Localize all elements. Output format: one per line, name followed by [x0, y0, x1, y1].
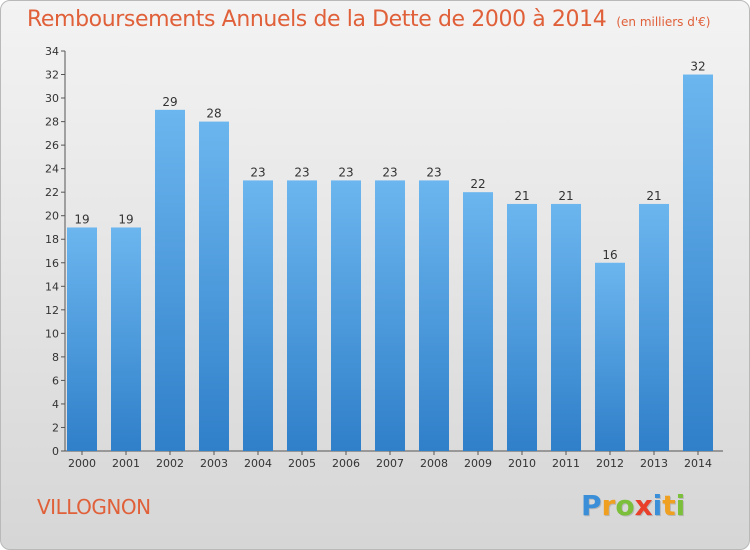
logo-letter: r: [601, 489, 616, 522]
bar-value-label: 23: [294, 165, 309, 179]
x-tick-label: 2001: [112, 457, 140, 470]
bar-value-label: 23: [426, 165, 441, 179]
y-tick-label: 22: [45, 186, 59, 199]
y-tick-label: 0: [52, 445, 59, 458]
x-tick-label: 2002: [156, 457, 184, 470]
y-tick-label: 14: [45, 280, 59, 293]
y-tick-label: 6: [52, 374, 59, 387]
bar: [331, 180, 361, 452]
y-tick-label: 8: [52, 351, 59, 364]
chart-title-text: Remboursements Annuels de la Dette de 20…: [27, 7, 607, 32]
x-tick-label: 2007: [376, 457, 404, 470]
bar-value-label: 16: [602, 248, 617, 262]
bar-value-label: 32: [690, 60, 705, 74]
chart-title: Remboursements Annuels de la Dette de 20…: [27, 7, 710, 32]
bar: [67, 227, 97, 451]
x-tick-label: 2008: [420, 457, 448, 470]
bar-value-label: 23: [250, 165, 265, 179]
x-tick-label: 2003: [200, 457, 228, 470]
y-tick-label: 24: [45, 163, 59, 176]
bar: [683, 74, 713, 451]
y-tick-label: 28: [45, 116, 59, 129]
x-tick-label: 2005: [288, 457, 316, 470]
x-tick-label: 2013: [640, 457, 668, 470]
bar: [155, 109, 185, 451]
bar: [419, 180, 449, 452]
commune-name: VILLOGNON: [37, 495, 151, 519]
bar: [243, 180, 273, 452]
bar-value-label: 19: [74, 212, 89, 226]
x-tick-label: 2009: [464, 457, 492, 470]
x-tick-label: 2004: [244, 457, 272, 470]
bar: [507, 203, 537, 451]
proxiti-logo: Proxiti: [581, 489, 685, 522]
logo-letter: t: [662, 489, 676, 522]
x-tick-label: 2006: [332, 457, 360, 470]
logo-letter: x: [634, 489, 653, 522]
bar-value-label: 22: [470, 177, 485, 191]
y-tick-label: 12: [45, 304, 59, 317]
x-tick-label: 2010: [508, 457, 536, 470]
y-tick-label: 32: [45, 69, 59, 82]
y-tick-label: 18: [45, 233, 59, 246]
bar-value-label: 23: [338, 165, 353, 179]
y-tick-label: 2: [52, 421, 59, 434]
chart-subtitle: (en milliers d'€): [616, 15, 711, 29]
bar: [375, 180, 405, 452]
bar-value-label: 29: [162, 95, 177, 109]
bar-value-label: 21: [558, 189, 573, 203]
bar: [595, 262, 625, 451]
bar: [551, 203, 581, 451]
logo-letter: P: [581, 489, 602, 522]
bar: [199, 121, 229, 452]
x-tick-label: 2011: [552, 457, 580, 470]
bar-value-label: 21: [514, 189, 529, 203]
logo-letter: i: [652, 489, 663, 522]
x-tick-label: 2000: [68, 457, 96, 470]
y-tick-label: 34: [45, 45, 59, 58]
bar-value-label: 21: [646, 189, 661, 203]
bar: [639, 203, 669, 451]
y-tick-label: 4: [52, 398, 59, 411]
logo-letter: i: [675, 489, 686, 522]
bar: [463, 192, 493, 452]
bar: [287, 180, 317, 452]
x-tick-label: 2014: [684, 457, 712, 470]
y-tick-label: 26: [45, 139, 59, 152]
y-tick-label: 10: [45, 327, 59, 340]
y-tick-label: 20: [45, 210, 59, 223]
bar-value-label: 23: [382, 165, 397, 179]
y-tick-label: 16: [45, 257, 59, 270]
logo-letter: o: [615, 489, 635, 522]
y-tick-label: 30: [45, 92, 59, 105]
x-tick-label: 2012: [596, 457, 624, 470]
bar: [111, 227, 141, 451]
bar-value-label: 28: [206, 107, 221, 121]
bar-value-label: 19: [118, 212, 133, 226]
